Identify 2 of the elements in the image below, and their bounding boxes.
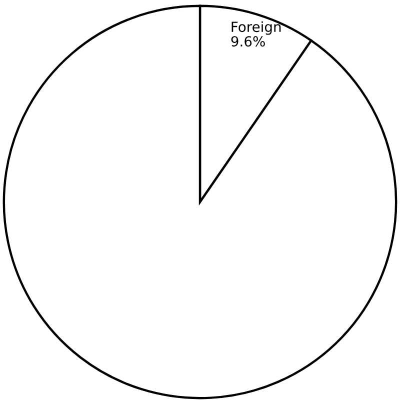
data-label: 9.6% xyxy=(231,36,265,47)
slice-label: Foreign xyxy=(232,21,281,35)
